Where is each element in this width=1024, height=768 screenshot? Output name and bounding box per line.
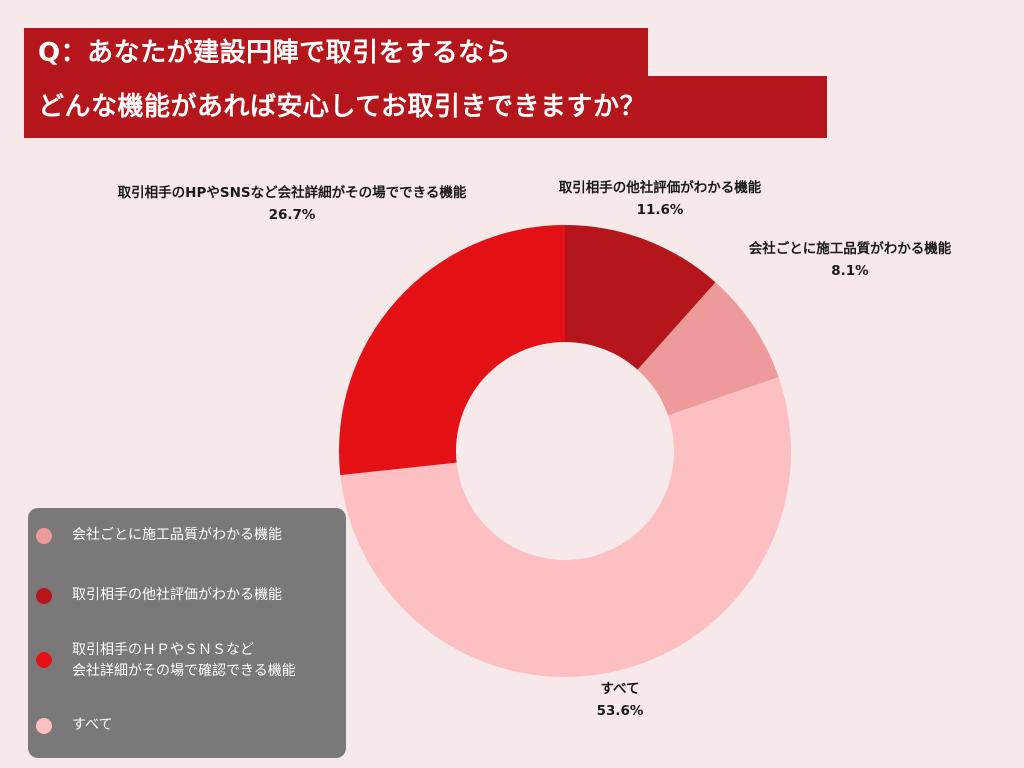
donut-slice <box>338 225 565 476</box>
legend-item: すべて <box>28 708 346 744</box>
legend-swatch <box>36 588 52 604</box>
legend-item: 取引相手の他社評価がわかる機能 <box>28 578 346 614</box>
title-line-1: Q：あなたが建設円陣で取引をするなら <box>24 28 648 78</box>
legend-swatch <box>36 718 52 734</box>
legend-item: 会社ごとに施工品質がわかる機能 <box>28 518 346 554</box>
slice-label-other-company: 取引相手の他社評価がわかる機能 11.6% <box>530 177 790 221</box>
donut-slice <box>565 225 716 370</box>
legend-label: 取引相手の他社評価がわかる機能 <box>72 587 282 603</box>
legend-label: 会社ごとに施工品質がわかる機能 <box>72 527 282 543</box>
slice-label-quality: 会社ごとに施工品質がわかる機能 8.1% <box>720 238 980 282</box>
slice-percent: 53.6% <box>596 703 644 719</box>
slice-percent: 26.7% <box>268 207 316 223</box>
legend-swatch <box>36 528 52 544</box>
slice-label-all: すべて 53.6% <box>560 678 680 722</box>
legend-label: 取引相手のＨＰやＳＮＳなど <box>72 642 254 658</box>
slice-percent: 11.6% <box>636 202 684 218</box>
legend-label: すべて <box>72 717 113 733</box>
title-line-2: どんな機能があれば安心してお取引きできますか？ <box>24 76 827 138</box>
slice-label-text: 会社ごとに施工品質がわかる機能 <box>748 241 952 257</box>
legend-swatch <box>36 652 52 668</box>
slice-label-text: 取引相手のHPやSNSなど会社詳細がその場でできる機能 <box>117 185 467 201</box>
slice-percent: 8.1% <box>831 263 869 279</box>
legend: 会社ごとに施工品質がわかる機能 取引相手の他社評価がわかる機能 取引相手のＨＰや… <box>28 508 346 758</box>
legend-item: 取引相手のＨＰやＳＮＳなど 会社詳細がその場で確認できる機能 <box>28 638 346 688</box>
donut-slice <box>637 282 779 416</box>
slice-label-text: すべて <box>600 681 640 697</box>
donut-slice <box>340 377 791 678</box>
slice-label-text: 取引相手の他社評価がわかる機能 <box>558 180 762 196</box>
legend-label: 会社詳細がその場で確認できる機能 <box>72 663 296 679</box>
slice-label-hp-sns: 取引相手のHPやSNSなど会社詳細がその場でできる機能 26.7% <box>82 182 502 226</box>
